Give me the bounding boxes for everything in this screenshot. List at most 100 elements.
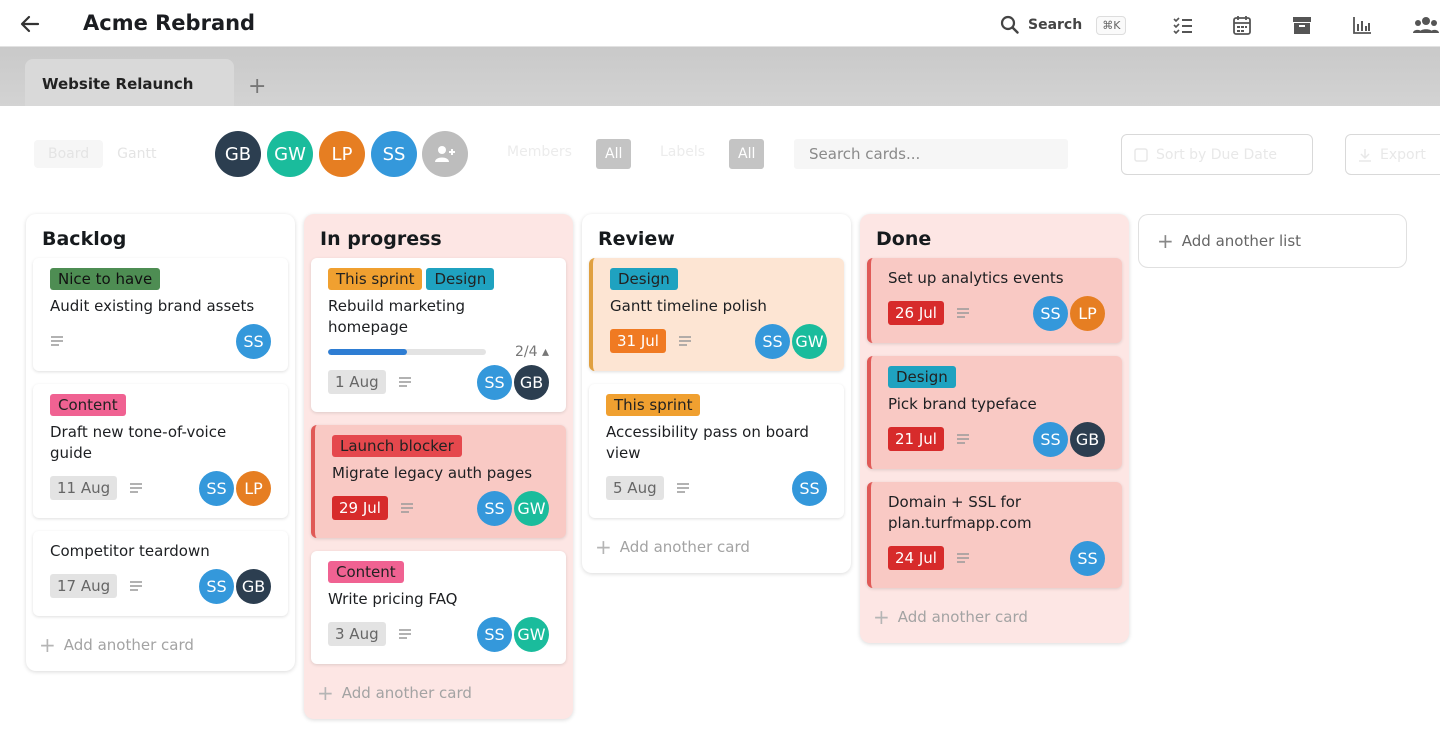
card-tone-of-voice[interactable]: Content Draft new tone-of-voice guide 11… [33, 384, 288, 518]
reports-chart-icon[interactable] [1351, 14, 1373, 36]
add-user-icon [435, 146, 455, 162]
description-icon [51, 336, 63, 346]
card-rebuild-homepage[interactable]: This sprint Design Rebuild marketing hom… [311, 258, 566, 412]
due-date-badge: 29 Jul [332, 496, 388, 520]
card-domain-ssl[interactable]: Domain + SSL for plan.turfmapp.com 24 Ju… [867, 482, 1122, 588]
list-done: Done Set up analytics events 26 Jul SS L… [860, 214, 1129, 643]
sort-by-due-date-button[interactable]: Sort by Due Date [1121, 134, 1313, 175]
due-date-badge: 21 Jul [888, 427, 944, 451]
card-member-ss: SS [1033, 421, 1068, 457]
top-bar: Acme Rebrand Search ⌘K [0, 0, 1440, 47]
description-icon [956, 434, 969, 444]
add-card-button[interactable]: + Add another card [33, 629, 288, 661]
list-title: Done [876, 228, 932, 250]
card-member-gb: GB [236, 568, 271, 604]
card-member-lp: LP [1070, 295, 1105, 331]
sort-icon [1134, 147, 1148, 162]
archive-icon[interactable] [1291, 14, 1313, 36]
description-icon [398, 377, 411, 387]
description-icon [956, 553, 969, 563]
list-title: Backlog [42, 228, 127, 250]
tab-strip: Website Relaunch + [0, 47, 1440, 106]
card-label: This sprint [606, 394, 701, 416]
card-member-ss: SS [477, 490, 512, 526]
description-icon [678, 336, 691, 346]
members-filter-chip[interactable]: All [596, 139, 632, 169]
global-search-button[interactable]: Search ⌘K [1000, 12, 1127, 38]
plus-icon: + [595, 535, 612, 559]
calendar-icon[interactable] [1231, 14, 1253, 36]
card-member-gw: GW [514, 616, 549, 652]
card-brand-typeface[interactable]: Design Pick brand typeface 21 Jul SS GB [867, 356, 1122, 469]
search-cards-input[interactable] [794, 139, 1068, 169]
add-card-button[interactable]: + Add another card [311, 677, 566, 709]
due-date-badge: 26 Jul [888, 301, 944, 325]
card-member-gw: GW [514, 490, 549, 526]
card-member-ss: SS [199, 568, 234, 604]
card-member-ss: SS [1070, 540, 1105, 576]
due-date-badge: 3 Aug [328, 622, 386, 646]
card-member-ss: SS [236, 323, 271, 359]
add-card-button[interactable]: + Add another card [589, 531, 844, 563]
add-member-button[interactable] [422, 131, 468, 177]
search-label: Search [1028, 17, 1083, 33]
card-member-lp: LP [236, 470, 271, 506]
card-label: Launch blocker [332, 435, 462, 457]
add-card-label: Add another card [341, 684, 472, 702]
description-icon [676, 483, 689, 493]
card-title: Write pricing FAQ [328, 590, 458, 608]
back-arrow-icon[interactable] [18, 12, 42, 36]
view-board-tab[interactable]: Board [34, 140, 104, 168]
list-in-progress: In progress This sprint Design Rebuild m… [304, 214, 573, 719]
export-icon [1359, 148, 1371, 162]
card-migrate-auth[interactable]: Launch blocker Migrate legacy auth pages… [311, 425, 566, 538]
add-card-button[interactable]: + Add another card [867, 601, 1122, 633]
card-gantt-polish[interactable]: Design Gantt timeline polish 31 Jul SS G… [589, 258, 844, 371]
add-card-label: Add another card [63, 636, 194, 654]
members-filter-label: Members [507, 144, 572, 160]
card-accessibility-pass[interactable]: This sprint Accessibility pass on board … [589, 384, 844, 518]
due-date-badge: 5 Aug [606, 476, 664, 500]
card-audit-brand-assets[interactable]: Nice to have Audit existing brand assets… [33, 258, 288, 371]
card-title: Pick brand typeface [888, 395, 1037, 413]
export-label: Export [1380, 146, 1426, 163]
card-member-ss: SS [477, 616, 512, 652]
member-avatar-gw[interactable]: GW [267, 131, 313, 177]
sort-label: Sort by Due Date [1156, 146, 1277, 163]
plus-icon: + [39, 633, 56, 657]
card-analytics-events[interactable]: Set up analytics events 26 Jul SS LP [867, 258, 1122, 343]
checklist-icon[interactable] [1172, 14, 1194, 36]
card-member-ss: SS [199, 470, 234, 506]
add-tab-icon[interactable]: + [248, 74, 267, 99]
view-gantt-tab[interactable]: Gantt [117, 146, 157, 162]
labels-filter-chip[interactable]: All [729, 139, 765, 169]
board-toolbar: Board Gantt GB GW LP SS Members All Labe… [0, 106, 1440, 202]
description-icon [956, 308, 969, 318]
view-toggle: Board Gantt [34, 140, 170, 168]
card-label: Nice to have [50, 268, 161, 290]
plus-icon: + [317, 681, 334, 705]
export-button[interactable]: Export [1345, 134, 1440, 175]
labels-filter-label: Labels [660, 144, 706, 160]
card-title: Rebuild marketing homepage [328, 297, 466, 336]
card-title: Gantt timeline polish [610, 297, 767, 315]
plus-icon: + [1157, 229, 1174, 253]
tab-website-relaunch[interactable]: Website Relaunch [25, 59, 234, 106]
member-avatar-ss[interactable]: SS [371, 131, 417, 177]
card-title: Set up analytics events [888, 269, 1064, 287]
member-avatar-gb[interactable]: GB [215, 131, 261, 177]
card-pricing-faq[interactable]: Content Write pricing FAQ 3 Aug SS GW [311, 551, 566, 664]
team-members-icon[interactable] [1413, 14, 1440, 36]
card-label: Design [610, 268, 678, 290]
card-label: Content [328, 561, 404, 583]
description-icon [400, 503, 413, 513]
card-competitor-teardown[interactable]: Competitor teardown 17 Aug SS GB [33, 531, 288, 616]
checklist-progress: 2/4 ▴ [328, 344, 549, 360]
progress-bar [328, 349, 486, 355]
add-list-button[interactable]: + Add another list [1138, 214, 1407, 268]
card-member-gw: GW [792, 323, 827, 359]
due-date-badge: 31 Jul [610, 329, 666, 353]
description-icon [130, 483, 143, 493]
progress-count: 2/4 ▴ [514, 344, 549, 360]
member-avatar-lp[interactable]: LP [319, 131, 365, 177]
